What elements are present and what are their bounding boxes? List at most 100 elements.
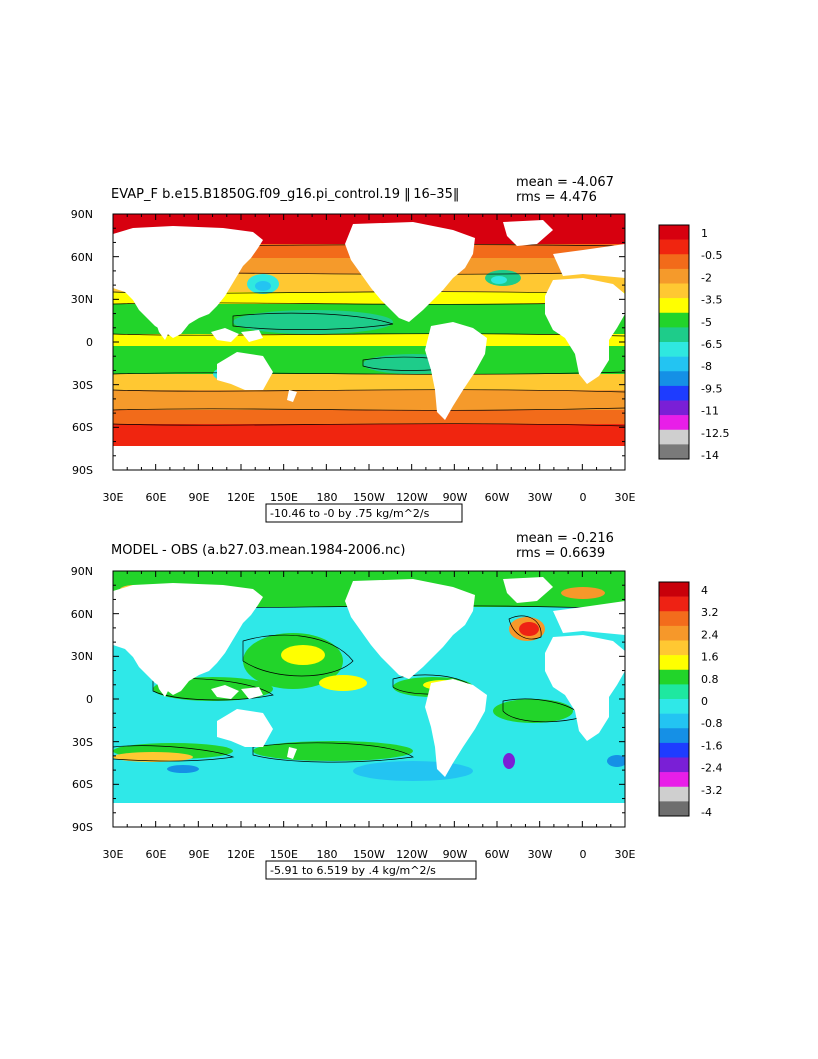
svg-text:60E: 60E [146, 848, 167, 861]
svg-text:60W: 60W [485, 491, 510, 504]
svg-text:30S: 30S [72, 736, 93, 749]
colorbar-label: 0.8 [701, 673, 719, 686]
colorbar-swatch [659, 327, 689, 343]
svg-text:150E: 150E [270, 848, 298, 861]
top-map [112, 213, 626, 471]
colorbar-label: -5 [701, 316, 712, 329]
top-title: EVAP_F b.e15.B1850G.f09_g16.pi_control.1… [111, 187, 459, 202]
bottom-range-box [265, 860, 477, 880]
svg-text:120E: 120E [227, 491, 255, 504]
svg-text:90N: 90N [71, 208, 93, 221]
colorbar-swatch [659, 342, 689, 357]
colorbar-swatch [659, 640, 689, 656]
colorbar-label: -3.2 [701, 784, 722, 797]
colorbar-swatch [659, 371, 689, 387]
colorbar-label: 1 [701, 227, 708, 240]
bottom-title: MODEL - OBS (a.b27.03.mean.1984-2006.nc) [111, 543, 405, 558]
colorbar-swatch [659, 444, 689, 460]
bottom-range-label: -5.91 to 6.519 by .4 kg/m^2/s [270, 864, 436, 877]
bottom-lat-axis: 90N 60N 30N 0 30S 60S 90S [71, 565, 93, 834]
colorbar-swatch [659, 400, 689, 416]
colorbar-label: -14 [701, 449, 719, 462]
svg-text:30W: 30W [528, 491, 553, 504]
svg-text:180: 180 [317, 848, 338, 861]
colorbar-swatch [659, 298, 689, 314]
colorbar-swatch [659, 699, 689, 714]
svg-text:60N: 60N [71, 251, 93, 264]
svg-text:30E: 30E [103, 491, 124, 504]
colorbar-label: -6.5 [701, 338, 722, 351]
colorbar-label: 1.6 [701, 651, 719, 664]
svg-text:150W: 150W [353, 848, 385, 861]
colorbar-frame [658, 224, 690, 460]
svg-text:150W: 150W [353, 491, 385, 504]
svg-text:120W: 120W [396, 848, 428, 861]
svg-text:150E: 150E [270, 491, 298, 504]
bottom-rms: rms = 0.6639 [516, 546, 605, 561]
colorbar-label: -0.5 [701, 249, 722, 262]
colorbar-swatch [659, 225, 689, 240]
svg-text:90W: 90W [443, 491, 468, 504]
svg-text:30E: 30E [615, 848, 636, 861]
top-rms: rms = 4.476 [516, 190, 597, 205]
svg-text:30E: 30E [615, 491, 636, 504]
colorbar-label: -8 [701, 360, 712, 373]
colorbar-label: -3.5 [701, 294, 722, 307]
colorbar-label: -4 [701, 806, 712, 819]
colorbar-swatch [659, 239, 689, 255]
svg-text:30W: 30W [528, 848, 553, 861]
colorbar-swatch [659, 728, 689, 744]
colorbar-swatch [659, 312, 689, 328]
colorbar-swatch [659, 415, 689, 431]
svg-text:90S: 90S [72, 821, 93, 834]
svg-text:30S: 30S [72, 379, 93, 392]
bottom-lon-axis: 30E 60E 90E 120E 150E 180 150W 120W 90W … [103, 848, 636, 861]
top-range-label: -10.46 to -0 by .75 kg/m^2/s [270, 507, 430, 520]
svg-text:30N: 30N [71, 650, 93, 663]
colorbar-swatch [659, 625, 689, 641]
colorbar-swatch [659, 611, 689, 627]
colorbar-label: -2.4 [701, 762, 722, 775]
colorbar-label: 3.2 [701, 606, 719, 619]
svg-text:60S: 60S [72, 421, 93, 434]
svg-text:90N: 90N [71, 565, 93, 578]
colorbar-swatch [659, 801, 689, 817]
top-lat-axis: 90N 60N 30N 0 30S 60S 90S [71, 208, 93, 477]
colorbar-swatch [659, 655, 689, 671]
svg-text:90S: 90S [72, 464, 93, 477]
colorbar-label: 2.4 [701, 628, 719, 641]
top-mean: mean = -4.067 [516, 175, 614, 190]
colorbar-swatch [659, 786, 689, 802]
svg-text:30N: 30N [71, 293, 93, 306]
colorbar-swatch [659, 385, 689, 401]
colorbar-label: -2 [701, 271, 712, 284]
top-range-box [265, 503, 463, 523]
colorbar-swatch [659, 254, 689, 270]
svg-text:0: 0 [580, 491, 587, 504]
svg-text:120E: 120E [227, 848, 255, 861]
colorbar-swatch [659, 356, 689, 372]
svg-text:90E: 90E [189, 491, 210, 504]
svg-text:0: 0 [86, 336, 93, 349]
colorbar-swatch [659, 429, 689, 445]
colorbar-label: 4 [701, 584, 708, 597]
colorbar-swatch [659, 742, 689, 758]
colorbar-label: 0 [701, 695, 708, 708]
svg-text:60N: 60N [71, 608, 93, 621]
colorbar-swatch [659, 596, 689, 612]
colorbar-swatch [659, 713, 689, 729]
svg-text:120W: 120W [396, 491, 428, 504]
svg-text:180: 180 [317, 491, 338, 504]
bottom-panel: MODEL - OBS (a.b27.03.mean.1984-2006.nc)… [71, 531, 722, 880]
colorbar-swatch [659, 757, 689, 773]
colorbar-swatch [659, 772, 689, 788]
svg-text:90E: 90E [189, 848, 210, 861]
colorbar-label: -12.5 [701, 427, 729, 440]
top-colorbar: 1 -0.5 -2 -3.5 -5 -6.5 -8 -9.5 -11 -12.5 -14 [658, 224, 729, 462]
colorbar-swatch [659, 283, 689, 299]
colorbar-label: -9.5 [701, 382, 722, 395]
tick-marks [112, 213, 626, 828]
colorbar-swatch [659, 268, 689, 284]
colorbar-swatch [659, 684, 689, 700]
